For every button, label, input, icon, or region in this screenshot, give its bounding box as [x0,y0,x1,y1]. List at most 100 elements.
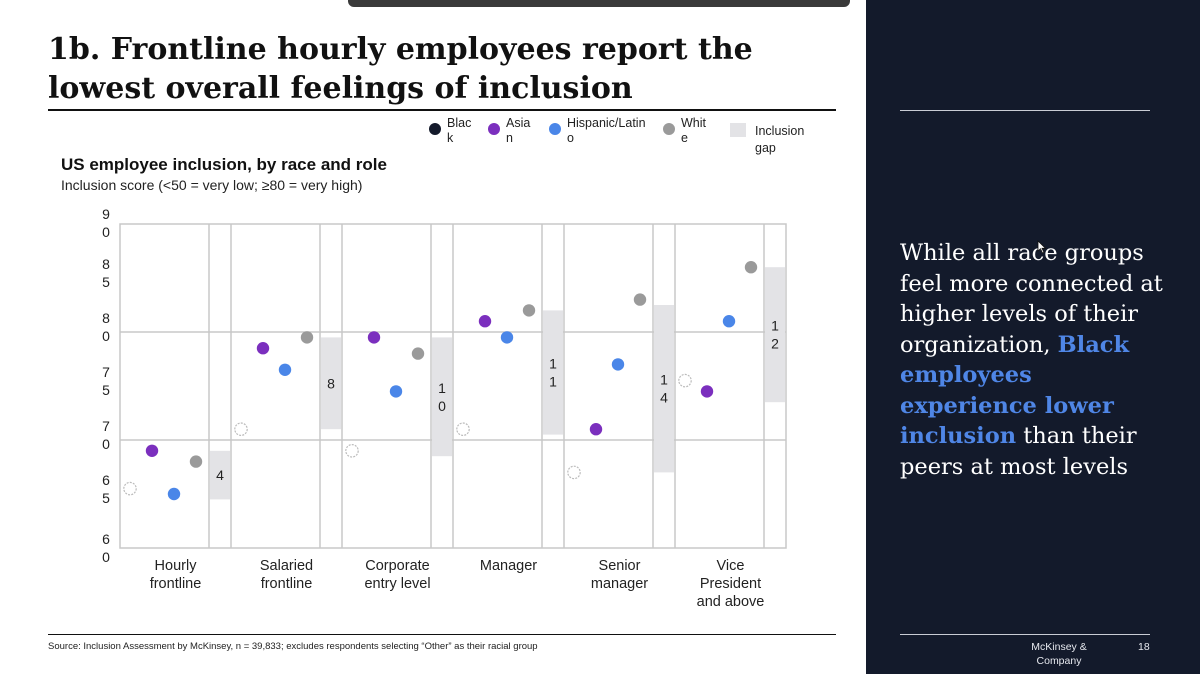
marker-hispanic [167,487,181,501]
callout-text-plain-2: than their peers at most levels [900,423,1137,480]
y-tick-label: 8 [102,256,110,272]
legend-white-label-2: e [681,131,688,145]
title-divider [48,109,836,111]
category-label: Corporate [365,558,429,574]
callout-highlight-1: Black employees experience lower [900,331,1130,419]
y-tick-label: 0 [102,224,110,240]
marker-hispanic [278,363,292,376]
category-label: Hourly [155,558,198,574]
inclusion-gap-bar [210,450,230,500]
category-label: Vice [717,558,745,574]
category-label: Senior [599,558,641,574]
legend-black-marker [429,123,441,135]
side-divider-top [900,110,1150,111]
category-label: President [700,576,761,592]
category-label: and above [697,594,765,610]
y-tick-label: 5 [102,490,110,506]
legend-hispanic-marker [549,123,561,135]
marker-hispanic [389,385,403,398]
category-label: Salaried [260,558,313,574]
slide-title-line2: lowest overall feelings of inclusion [48,71,633,106]
legend-gap-label-1: Inclusion [755,124,804,138]
source-divider [48,634,836,635]
legend-hispanic-label-1: Hispanic/Latin [567,116,646,130]
marker-white [189,455,203,468]
inclusion-gap-label: 1 [549,374,557,390]
inclusion-gap-bar [765,267,785,403]
category-label: entry level [364,576,430,592]
inclusion-gap-bar [654,305,674,473]
inclusion-gap-label: 8 [327,375,335,391]
plot-area: 9 0 8 5 8 0 7 5 7 0 6 5 6 0 4 Hourly frontline 8 Salaried f… [102,206,787,610]
mouse-cursor-icon [1037,240,1047,254]
y-tick-label: 0 [102,436,110,452]
chart-subtitle: Inclusion score (<50 = very low; ≥80 = v… [61,177,363,193]
side-divider-bottom [900,634,1150,635]
marker-black [456,422,470,436]
marker-black [678,373,692,388]
legend-black-label-2: k [447,131,454,145]
inclusion-gap-bar [321,337,341,430]
brand-line1: McKinsey & [1031,641,1087,653]
marker-asian [256,342,270,355]
legend-asian-marker [488,123,500,135]
source-note: Source: Inclusion Assessment by McKinsey… [48,641,538,652]
y-tick-label: 6 [102,472,110,488]
inclusion-gap-label: 1 [549,356,557,372]
marker-black [567,465,581,480]
brand-line2: Company [1036,655,1082,667]
slide-title-line1: 1b. Frontline hourly employees report th… [48,32,753,67]
marker-white [411,347,425,360]
callout-text-plain-1: While all race groups feel more connecte… [900,240,1163,358]
category-label: frontline [150,576,202,592]
inclusion-gap-bar [543,310,563,435]
legend-hispanic-label-2: o [567,131,574,145]
window-top-bar [348,0,850,7]
legend-asian-label-1: Asia [506,116,530,130]
legend-gap-label-2: gap [755,141,776,155]
inclusion-gap-label: 0 [438,398,446,414]
marker-white [633,293,647,306]
y-tick-label: 7 [102,364,110,380]
y-tick-label: 7 [102,418,110,434]
legend-gap-marker [730,123,746,137]
side-panel: While all race groups feel more connecte… [866,0,1200,674]
inclusion-gap-label: 2 [771,336,779,352]
slide-main: 1b. Frontline hourly employees report th… [48,0,850,652]
marker-hispanic [722,315,736,328]
legend-asian-label-2: n [506,131,513,145]
chart-legend: Blac k Asia n Hispanic/Latin o Whit e In… [429,116,804,155]
legend-white-marker [663,123,675,135]
marker-white [522,304,536,317]
y-tick-label: 5 [102,382,110,398]
y-tick-label: 0 [102,328,110,344]
inclusion-gap-label: 1 [438,380,446,396]
inclusion-chart: Blac k Asia n Hispanic/Latin o Whit e In… [102,116,804,610]
category-label: frontline [261,576,313,592]
marker-asian [700,385,714,398]
y-tick-label: 8 [102,310,110,326]
inclusion-gap-label: 1 [660,372,668,388]
legend-white-label-1: Whit [681,116,707,130]
y-tick-label: 5 [102,274,110,290]
marker-hispanic [611,358,625,371]
marker-white [744,261,758,274]
inclusion-gap-label: 4 [216,467,224,483]
legend-black-label-1: Blac [447,116,471,130]
marker-black [234,422,248,436]
inclusion-gap-bar [432,337,452,457]
inclusion-gap-label: 4 [660,390,668,406]
chart-title: US employee inclusion, by race and role [61,155,387,174]
marker-black [123,481,137,496]
slide-title: 1b. Frontline hourly employees report th… [48,30,838,108]
y-tick-label: 9 [102,206,110,222]
category-label: manager [591,576,648,592]
marker-asian [478,315,492,328]
y-tick-label: 0 [102,549,110,565]
y-tick-label: 6 [102,531,110,547]
inclusion-gap-label: 1 [771,318,779,334]
marker-asian [145,444,159,457]
brand-name: McKinsey & Company [1026,640,1092,668]
marker-white [300,331,314,344]
page-number: 18 [1138,641,1150,653]
